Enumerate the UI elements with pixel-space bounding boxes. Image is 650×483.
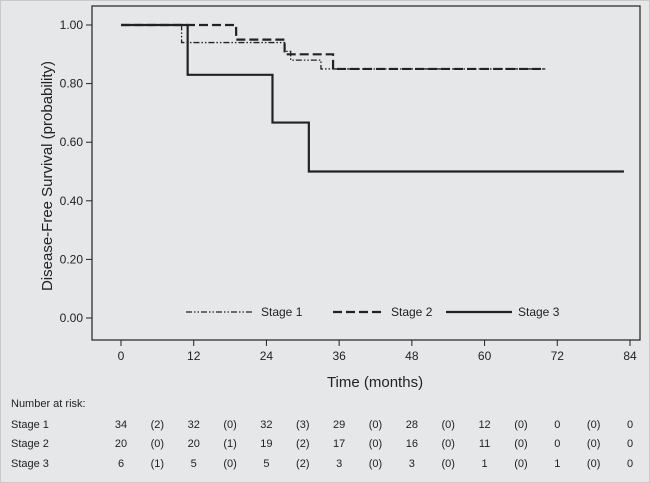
series-line-stage-3 <box>121 23 624 173</box>
y-tick-label: 0.80 <box>60 77 84 91</box>
x-tick-label: 36 <box>332 349 346 363</box>
x-tick-label: 84 <box>623 349 637 363</box>
plot-frame <box>91 5 641 341</box>
y-axis-title: Disease-Free Survival (probability) <box>39 61 56 291</box>
y-tick-label: 0.40 <box>60 194 84 208</box>
x-tick-label: 24 <box>260 349 274 363</box>
series-line-stage-2 <box>121 23 546 71</box>
legend-label-stage-1: Stage 1 <box>261 305 303 319</box>
x-tick-label: 0 <box>118 349 125 363</box>
legend-label-stage-3: Stage 3 <box>518 305 560 319</box>
x-tick-label: 72 <box>551 349 565 363</box>
series-line-stage-1 <box>121 24 546 70</box>
x-tick-label: 48 <box>405 349 419 363</box>
x-tick-label: 60 <box>478 349 492 363</box>
x-axis-title: Time (months) <box>327 374 423 391</box>
x-tick-label: 12 <box>187 349 201 363</box>
y-tick-label: 1.00 <box>60 18 84 32</box>
y-tick-label: 0.20 <box>60 252 84 266</box>
y-tick-label: 0.00 <box>60 311 84 325</box>
y-tick-label: 0.60 <box>60 135 84 149</box>
legend-label-stage-2: Stage 2 <box>391 305 433 319</box>
